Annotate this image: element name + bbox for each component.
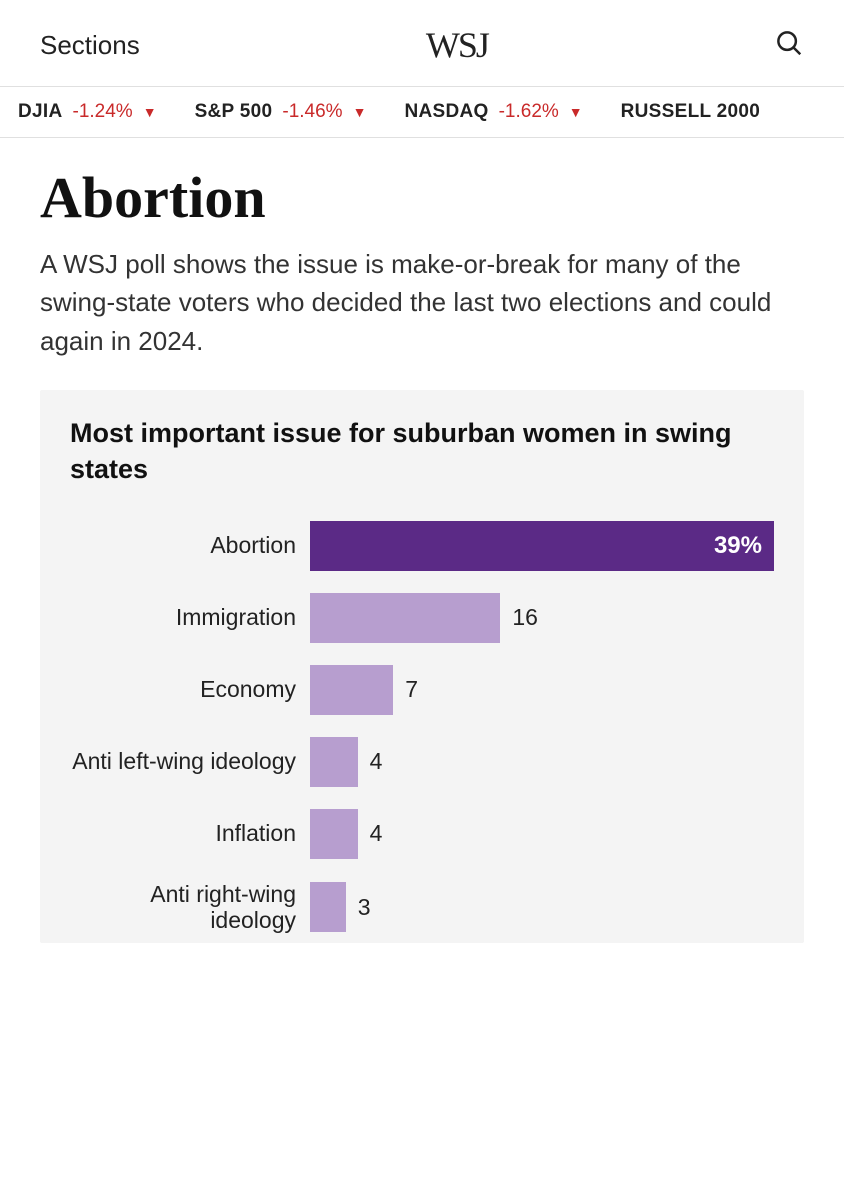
ticker-item[interactable]: S&P 500 -1.46% ▼ (195, 101, 367, 123)
chart-row: Anti left-wing ideology 4 (70, 737, 774, 787)
chart-row-label: Inflation (70, 820, 310, 846)
chart-row: Abortion 39% (70, 521, 774, 571)
bar-value: 16 (512, 604, 538, 631)
ticker-item[interactable]: DJIA -1.24% ▼ (18, 101, 157, 123)
chart-bar (310, 737, 358, 787)
down-arrow-icon: ▼ (353, 104, 367, 120)
chart-bar (310, 665, 393, 715)
search-icon[interactable] (774, 28, 804, 63)
down-arrow-icon: ▼ (569, 104, 583, 120)
chart-row-label: Anti right-wing ideology (70, 881, 310, 934)
bar-value: 3 (358, 894, 371, 921)
chart-bar (310, 809, 358, 859)
ticker-name: S&P 500 (195, 101, 273, 123)
bar-track: 7 (310, 665, 774, 715)
chart-row-label: Abortion (70, 532, 310, 558)
chart-row: Anti right-wing ideology 3 (70, 881, 774, 934)
chart-bar: 39% (310, 521, 774, 571)
bar-track: 3 (310, 882, 774, 932)
down-arrow-icon: ▼ (143, 104, 157, 120)
chart-title: Most important issue for suburban women … (70, 416, 774, 486)
chart-row-label: Anti left-wing ideology (70, 748, 310, 774)
bar-value: 4 (370, 748, 383, 775)
chart-row: Immigration 16 (70, 593, 774, 643)
header: Sections WSJ (0, 0, 844, 86)
bar-track: 39% (310, 521, 774, 571)
article-title: Abortion (40, 164, 804, 231)
bar-value: 4 (370, 820, 383, 847)
chart-row-label: Economy (70, 676, 310, 702)
chart-row: Economy 7 (70, 665, 774, 715)
market-ticker: DJIA -1.24% ▼ S&P 500 -1.46% ▼ NASDAQ -1.62% ▼ RU… (0, 86, 844, 138)
ticker-item[interactable]: NASDAQ -1.62% ▼ (404, 101, 582, 123)
bar-track: 4 (310, 809, 774, 859)
sections-button[interactable]: Sections (40, 30, 140, 61)
ticker-change: -1.24% (73, 101, 133, 123)
bar-value: 7 (405, 676, 418, 703)
ticker-change: -1.62% (499, 101, 559, 123)
ticker-name: NASDAQ (404, 101, 488, 123)
chart-rows: Abortion 39% Immigration 16 Economy 7 Anti lef… (70, 521, 774, 934)
ticker-name: DJIA (18, 101, 63, 123)
chart-bar (310, 882, 346, 932)
article-body: Abortion A WSJ poll shows the issue is m… (0, 138, 844, 943)
wsj-logo[interactable]: WSJ (426, 24, 488, 66)
chart-row: Inflation 4 (70, 809, 774, 859)
ticker-item[interactable]: RUSSELL 2000 (621, 101, 760, 123)
chart-bar (310, 593, 500, 643)
chart-row-label: Immigration (70, 604, 310, 630)
bar-track: 16 (310, 593, 774, 643)
bar-value: 39% (714, 532, 774, 560)
article-dek: A WSJ poll shows the issue is make-or-br… (40, 245, 804, 360)
ticker-change: -1.46% (282, 101, 342, 123)
bar-track: 4 (310, 737, 774, 787)
chart-card: Most important issue for suburban women … (40, 390, 804, 943)
ticker-name: RUSSELL 2000 (621, 101, 760, 123)
